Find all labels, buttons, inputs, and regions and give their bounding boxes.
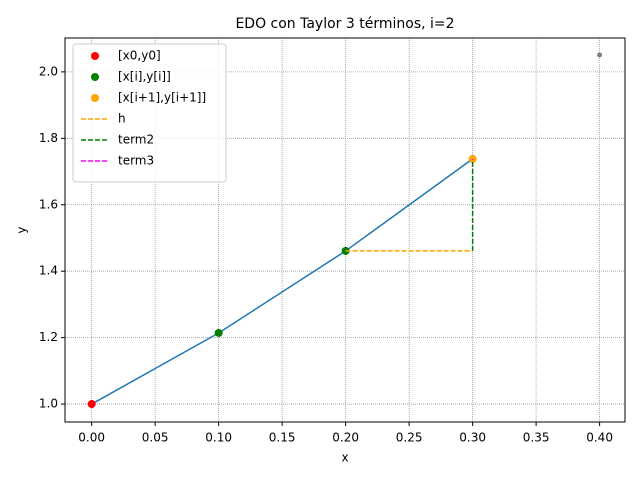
y-tick-label: 1.6: [39, 197, 58, 211]
legend-label: [x[i],y[i]]: [118, 70, 171, 84]
y-tick-label: 1.2: [39, 330, 58, 344]
x-tick-label: 0.20: [332, 431, 359, 445]
legend-label: [x0,y0]: [118, 49, 161, 63]
data-point: [87, 400, 96, 409]
legend-label: term3: [118, 154, 154, 168]
data-line: [91, 158, 474, 405]
legend-marker: [91, 73, 99, 81]
chart-title: EDO con Taylor 3 términos, i=2: [235, 16, 454, 32]
legend-label: h: [118, 112, 126, 126]
legend-marker: [91, 52, 99, 60]
x-axis-label: x: [341, 451, 348, 465]
data-point: [214, 328, 223, 337]
legend-marker: [91, 94, 99, 102]
data-point: [597, 52, 603, 58]
x-tick-label: 0.25: [396, 431, 423, 445]
x-tick-label: 0.15: [269, 431, 296, 445]
x-tick-label: 0.40: [586, 431, 613, 445]
legend-label: term2: [118, 133, 154, 147]
y-tick-label: 1.0: [39, 397, 58, 411]
y-tick-label: 1.8: [39, 131, 58, 145]
y-tick-label: 1.4: [39, 264, 58, 278]
plot-frame: [64, 37, 626, 423]
x-tick-label: 0.00: [78, 431, 105, 445]
x-tick-label: 0.30: [459, 431, 486, 445]
x-tick-label: 0.05: [142, 431, 169, 445]
legend-box: [72, 43, 227, 183]
y-axis-label: y: [15, 226, 29, 233]
legend-label: [x[i+1],y[i+1]]: [118, 91, 206, 105]
x-tick-label: 0.10: [205, 431, 232, 445]
x-tick-label: 0.35: [523, 431, 550, 445]
y-tick-label: 2.0: [39, 64, 58, 78]
